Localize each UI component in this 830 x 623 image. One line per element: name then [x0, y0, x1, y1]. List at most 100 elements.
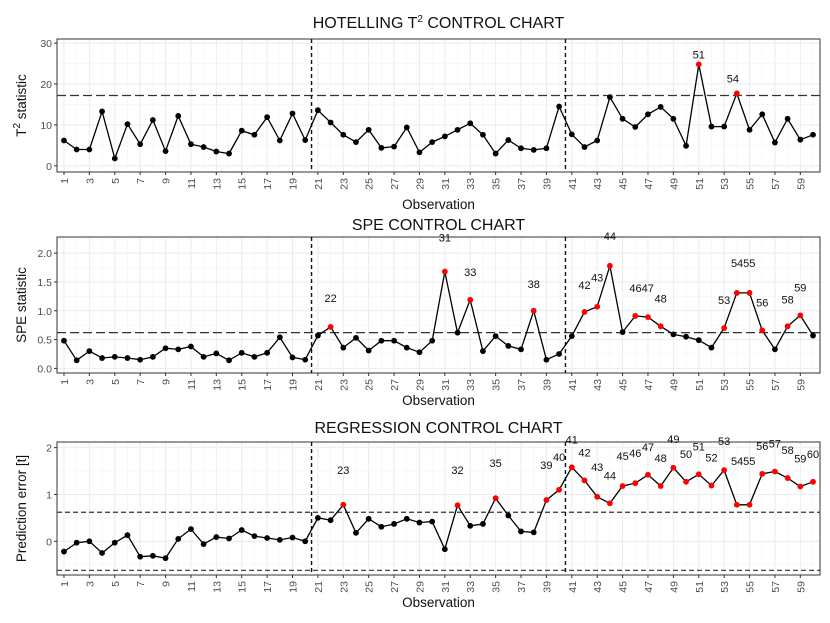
data-point: [365, 515, 372, 522]
point-label: 58: [782, 445, 794, 457]
out-of-control-point: [568, 464, 575, 471]
data-point: [99, 355, 105, 361]
data-point: [149, 552, 156, 559]
data-point: [175, 536, 182, 542]
data-point: [137, 141, 144, 148]
x-tick-label: 35: [491, 178, 503, 190]
data-point: [61, 337, 67, 344]
data-point: [213, 148, 220, 155]
chart-title: SPE CONTROL CHART: [352, 217, 526, 234]
x-tick-label: 25: [364, 379, 376, 391]
data-point: [518, 528, 524, 535]
data-point: [467, 522, 474, 529]
point-label: 40: [553, 452, 565, 464]
data-point: [429, 139, 436, 146]
point-label: 48: [655, 293, 667, 305]
x-tick-label: 3: [84, 379, 96, 385]
data-point: [353, 139, 359, 146]
data-point: [238, 127, 245, 134]
data-point: [454, 329, 461, 336]
x-tick-label: 39: [541, 379, 553, 391]
x-tick-label: 37: [516, 379, 528, 391]
x-tick-label: 35: [491, 581, 503, 593]
data-point: [518, 145, 524, 152]
x-tick-label: 57: [770, 178, 782, 190]
x-tick-label: 3: [84, 581, 96, 587]
data-point: [302, 538, 309, 545]
point-label: 53: [718, 436, 730, 448]
data-point: [772, 346, 778, 353]
point-label: 31: [439, 233, 451, 245]
data-point: [188, 141, 194, 148]
data-point: [302, 356, 309, 363]
data-point: [708, 344, 715, 351]
data-point: [391, 143, 397, 150]
out-of-control-point: [759, 470, 766, 477]
x-tick-label: 1: [59, 379, 71, 385]
data-point: [530, 147, 537, 153]
x-tick-label: 17: [262, 581, 274, 593]
point-label: 51: [693, 441, 705, 453]
data-point: [505, 137, 512, 143]
x-tick-label: 51: [694, 581, 706, 593]
x-tick-label: 15: [237, 581, 249, 593]
out-of-control-point: [492, 495, 499, 502]
data-point: [188, 526, 194, 533]
data-point: [86, 348, 93, 355]
data-point: [264, 349, 271, 356]
point-label: 60: [807, 449, 819, 461]
x-tick-label: 55: [745, 581, 757, 593]
x-tick-label: 49: [668, 178, 680, 190]
gridlines: [57, 442, 820, 575]
x-tick-label: 43: [592, 178, 604, 190]
x-tick-label: 37: [516, 581, 528, 593]
x-tick-label: 39: [541, 581, 553, 593]
out-of-control-point: [467, 296, 474, 303]
data-point: [695, 337, 702, 344]
y-tick-label: 30: [40, 38, 52, 50]
out-of-control-point: [784, 323, 791, 330]
data-point: [759, 111, 766, 118]
series-line: [63, 64, 814, 161]
data-point: [340, 131, 347, 138]
data-point: [162, 555, 169, 562]
data-point: [99, 550, 105, 556]
data-point: [137, 356, 144, 363]
out-of-control-point: [721, 325, 728, 331]
point-label: 35: [490, 458, 502, 470]
out-of-control-point: [454, 502, 461, 509]
x-tick-label: 59: [795, 379, 807, 391]
x-tick-label: 25: [364, 581, 376, 593]
data-point: [746, 126, 753, 133]
data-point: [175, 113, 182, 119]
out-of-control-point: [619, 483, 626, 489]
out-of-control-point: [340, 501, 347, 508]
data-point: [365, 126, 372, 133]
data-point: [73, 146, 80, 153]
data-point: [594, 137, 601, 144]
x-tick-label: 25: [364, 178, 376, 190]
out-of-control-point: [327, 323, 334, 330]
out-of-control-point: [670, 464, 677, 471]
out-of-control-point: [759, 327, 766, 334]
x-tick-label: 33: [465, 178, 477, 190]
point-label: 56: [756, 297, 768, 309]
data-point: [797, 136, 804, 143]
out-of-control-point: [721, 467, 728, 473]
y-tick-label: 2: [46, 443, 52, 455]
y-tick-label: 10: [40, 120, 52, 132]
data-point: [568, 333, 575, 340]
data-point: [505, 512, 512, 519]
point-label: 5455: [731, 456, 755, 468]
data-point: [391, 337, 397, 344]
x-tick-label: 33: [465, 581, 477, 593]
data-point: [61, 548, 67, 555]
out-of-control-point: [645, 471, 651, 478]
x-tick-label: 35: [491, 379, 503, 391]
x-tick-label: 41: [567, 178, 579, 190]
x-tick-label: 51: [694, 379, 706, 391]
data-point: [683, 333, 689, 340]
data-point: [810, 332, 816, 339]
